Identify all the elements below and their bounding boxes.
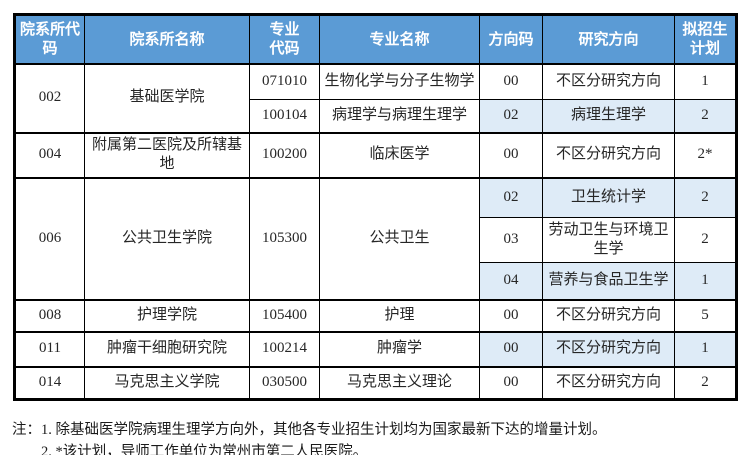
table-row: 006 公共卫生学院 105300 公共卫生 02 卫生统计学 2: [14, 176, 737, 300]
footnotes-label: 注：: [12, 422, 41, 438]
cell-research-direction: 病理生理学: [542, 99, 675, 133]
cell-major-code: 100104: [249, 99, 320, 133]
cell-research-direction: 卫生统计学: [542, 176, 675, 218]
cell-major-name: 马克思主义理论: [319, 365, 480, 400]
header-dept-name: 院系所名称: [84, 14, 250, 65]
cell-direction-code: 00: [479, 298, 543, 332]
cell-direction-code: 04: [479, 262, 543, 300]
admissions-plan-table: 院系所代 码 院系所名称 专业 代码 专业名称 方向码 研究方向 拟招生 计划 …: [13, 13, 738, 401]
cell-plan: 2: [674, 365, 737, 400]
cell-plan: 1: [674, 62, 737, 100]
cell-plan: 2*: [674, 131, 737, 178]
table-row: 004 附属第二医院及所辖基地 100200 临床医学 00 不区分研究方向 2…: [14, 131, 737, 178]
table-row: 011 肿瘤干细胞研究院 100214 肿瘤学 00 不区分研究方向 1: [14, 330, 737, 367]
cell-plan: 2: [674, 176, 737, 218]
cell-major-code: 071010: [249, 62, 320, 100]
footnotes: 注： 1. 除基础医学院病理生理学方向外，其他各专业招生计划均为国家最新下达的增…: [12, 420, 746, 455]
cell-dept-code: 014: [14, 365, 85, 400]
cell-direction-code: 00: [479, 62, 543, 100]
footnote-1: 1. 除基础医学院病理生理学方向外，其他各专业招生计划均为国家最新下达的增量计划…: [41, 422, 607, 438]
table-row: 03 劳动卫生与环境卫生学 2: [15, 217, 737, 263]
cell-plan: 2: [674, 217, 737, 263]
cell-major-name: 肿瘤学: [319, 330, 480, 367]
cell-plan: 2: [674, 99, 737, 133]
cell-major-name: 公共卫生: [319, 176, 480, 300]
cell-major-code: 030500: [249, 365, 320, 400]
header-plan: 拟招生 计划: [674, 14, 737, 65]
table-row: 04 营养与食品卫生学 1: [15, 262, 737, 300]
cell-major-code: 105400: [249, 298, 320, 332]
cell-dept-code: 004: [14, 131, 85, 178]
header-major-code: 专业 代码: [249, 14, 320, 65]
cell-dept-name: 附属第二医院及所辖基地: [84, 131, 250, 178]
cell-major-name: 护理: [319, 298, 480, 332]
footnote-2: 2. *该计划，导师工作单位为常州市第二人民医院。: [41, 443, 368, 455]
cell-major-code: 100200: [249, 131, 320, 178]
cell-major-name: 临床医学: [319, 131, 480, 178]
cell-dept-name: 肿瘤干细胞研究院: [84, 330, 250, 367]
table-row: 100104 病理学与病理生理学 02 病理生理学 2: [15, 99, 737, 133]
cell-plan: 1: [674, 330, 737, 367]
cell-research-direction: 不区分研究方向: [542, 298, 675, 332]
header-dept-code: 院系所代 码: [14, 14, 85, 65]
cell-dept-name: 马克思主义学院: [84, 365, 250, 400]
table-row: 008 护理学院 105400 护理 00 不区分研究方向 5: [14, 298, 737, 332]
cell-plan: 5: [674, 298, 737, 332]
cell-research-direction: 不区分研究方向: [542, 330, 675, 367]
table-row: 002 基础医学院 071010 生物化学与分子生物学 00 不区分研究方向 1: [14, 62, 737, 133]
footnotes-body: 1. 除基础医学院病理生理学方向外，其他各专业招生计划均为国家最新下达的增量计划…: [41, 420, 607, 455]
header-research-direction: 研究方向: [542, 14, 675, 65]
cell-dept-name: 基础医学院: [84, 62, 250, 133]
cell-major-code: 105300: [249, 176, 320, 300]
cell-plan: 1: [674, 262, 737, 300]
cell-dept-code: 002: [14, 62, 85, 133]
cell-direction-code: 00: [479, 365, 543, 400]
cell-direction-code: 00: [479, 330, 543, 367]
cell-dept-code: 006: [14, 176, 85, 300]
cell-direction-code: 00: [479, 131, 543, 178]
header-row: 院系所代 码 院系所名称 专业 代码 专业名称 方向码 研究方向 拟招生 计划: [14, 14, 737, 65]
cell-major-name: 病理学与病理生理学: [319, 99, 480, 133]
header-major-name: 专业名称: [319, 14, 480, 65]
cell-dept-name: 护理学院: [84, 298, 250, 332]
cell-direction-code: 03: [479, 217, 543, 263]
cell-dept-code: 011: [14, 330, 85, 367]
cell-research-direction: 劳动卫生与环境卫生学: [542, 217, 675, 263]
cell-research-direction: 营养与食品卫生学: [542, 262, 675, 300]
cell-major-name: 生物化学与分子生物学: [319, 62, 480, 100]
cell-research-direction: 不区分研究方向: [542, 62, 675, 100]
cell-research-direction: 不区分研究方向: [542, 131, 675, 178]
cell-direction-code: 02: [479, 99, 543, 133]
header-direction-code: 方向码: [479, 14, 543, 65]
cell-research-direction: 不区分研究方向: [542, 365, 675, 400]
cell-major-code: 100214: [249, 330, 320, 367]
cell-dept-code: 008: [14, 298, 85, 332]
table-row: 014 马克思主义学院 030500 马克思主义理论 00 不区分研究方向 2: [14, 365, 737, 400]
cell-direction-code: 02: [479, 176, 543, 218]
cell-dept-name: 公共卫生学院: [84, 176, 250, 300]
